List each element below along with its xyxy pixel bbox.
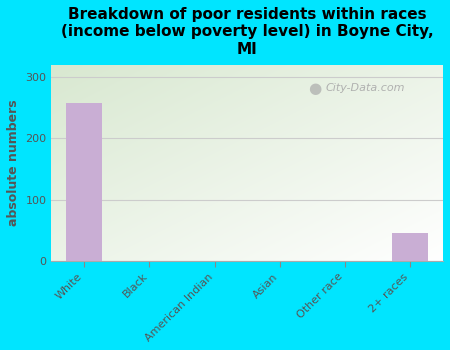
Y-axis label: absolute numbers: absolute numbers xyxy=(7,100,20,226)
Text: City-Data.com: City-Data.com xyxy=(326,83,405,93)
Text: ●: ● xyxy=(308,81,321,96)
Title: Breakdown of poor residents within races
(income below poverty level) in Boyne C: Breakdown of poor residents within races… xyxy=(61,7,434,57)
Bar xyxy=(66,103,102,261)
Bar xyxy=(392,233,428,261)
